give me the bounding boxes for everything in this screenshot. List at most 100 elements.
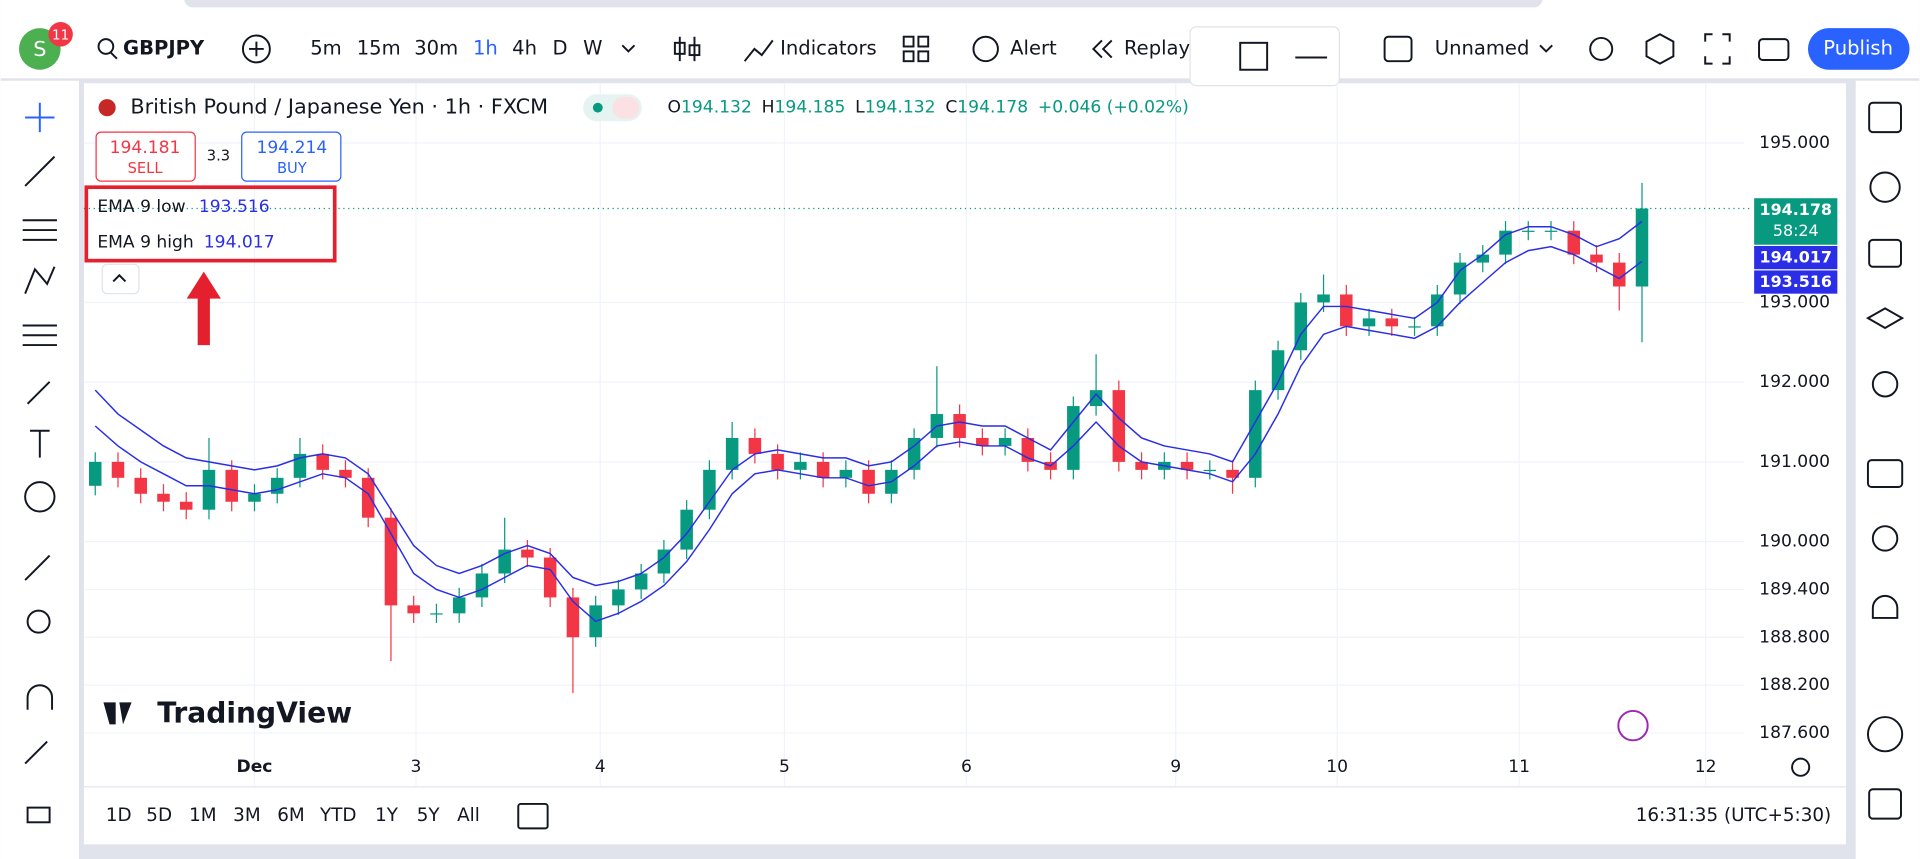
x-tick-label: 12 xyxy=(1695,757,1717,777)
axis-settings[interactable] xyxy=(1791,757,1811,777)
range-button[interactable]: 1M xyxy=(189,805,216,826)
flag-icon xyxy=(98,99,116,117)
x-tick-label: 3 xyxy=(411,757,422,777)
ideas-icon[interactable] xyxy=(1871,371,1899,398)
range-button[interactable]: 5Y xyxy=(417,805,441,826)
symbol[interactable]: GBPJPY xyxy=(123,36,205,59)
replay-icon xyxy=(1091,39,1113,59)
interval-button[interactable]: W xyxy=(583,36,602,59)
text-tool[interactable] xyxy=(30,429,50,458)
publish-button[interactable] xyxy=(1807,28,1910,70)
replay-button[interactable]: Replay xyxy=(1124,36,1190,59)
y-tick-label: 195.000 xyxy=(1759,133,1830,153)
candle-body xyxy=(1249,390,1262,478)
watchlist-icon[interactable] xyxy=(1868,101,1902,134)
y-tick-label: 190.000 xyxy=(1759,532,1830,552)
lightning-button[interactable] xyxy=(1617,709,1649,742)
calendar-icon[interactable] xyxy=(1868,788,1902,820)
candle-body xyxy=(1112,390,1126,462)
range-button[interactable]: 1Y xyxy=(375,805,399,826)
candle-body xyxy=(703,469,716,510)
interval-button[interactable]: D xyxy=(553,36,568,59)
range-button[interactable]: 5D xyxy=(146,805,172,826)
ohlc-label: L xyxy=(855,98,865,118)
layout-dropdown[interactable] xyxy=(1539,44,1553,53)
brush-tool[interactable] xyxy=(26,381,51,405)
interval-button[interactable]: 1h xyxy=(473,36,498,59)
candle-body xyxy=(953,414,966,438)
streams-icon[interactable] xyxy=(1871,525,1899,552)
zoom-tool[interactable] xyxy=(26,609,51,634)
candle-body xyxy=(452,597,466,614)
candle-body xyxy=(816,461,830,478)
magnet-tool[interactable] xyxy=(26,684,54,710)
lock-tool[interactable] xyxy=(26,806,51,824)
buy-button[interactable] xyxy=(241,131,342,182)
chart-type-icon[interactable] xyxy=(678,36,696,62)
interval-button[interactable]: 5m xyxy=(310,36,342,59)
logo: TradingView xyxy=(157,697,352,730)
sell-button[interactable] xyxy=(95,131,196,182)
change: +0.046 (+0.02%) xyxy=(1038,98,1189,118)
stay-drawing-tool[interactable] xyxy=(24,740,48,765)
data-window-icon[interactable] xyxy=(1868,238,1902,268)
candle-body xyxy=(657,549,671,574)
collapse-button[interactable] xyxy=(101,263,140,295)
alert-button[interactable]: Alert xyxy=(1010,36,1057,59)
range-button[interactable]: 1D xyxy=(106,805,132,826)
candle-body xyxy=(1635,208,1649,287)
cursor-tool[interactable] xyxy=(25,102,55,133)
interval-dropdown[interactable] xyxy=(621,44,636,53)
top-toolbar xyxy=(0,0,1920,79)
trendline-tool[interactable] xyxy=(24,155,56,187)
indicators-button[interactable]: Indicators xyxy=(780,36,877,59)
goto-date[interactable] xyxy=(517,802,549,830)
ruler-tool[interactable] xyxy=(24,554,51,581)
notifications-icon[interactable] xyxy=(1871,594,1899,619)
badge xyxy=(48,22,73,47)
icon-tool[interactable] xyxy=(24,481,56,513)
chat-icon[interactable] xyxy=(1866,459,1904,488)
interval-button[interactable]: 4h xyxy=(512,36,537,59)
candle-body xyxy=(680,509,693,550)
buy-label: BUY xyxy=(277,160,307,177)
sell-price: 194.181 xyxy=(110,138,181,158)
compare-button[interactable] xyxy=(241,34,271,64)
chart-type-icon xyxy=(688,44,701,57)
object-tree-icon[interactable] xyxy=(1865,307,1905,330)
candle-body xyxy=(1226,469,1239,478)
range-button[interactable]: All xyxy=(457,805,480,826)
collapse-icon xyxy=(112,273,127,283)
settings-icon[interactable] xyxy=(1645,33,1675,65)
x-tick-label: 5 xyxy=(779,757,790,777)
pattern-tool[interactable] xyxy=(24,266,56,295)
alerts-icon[interactable] xyxy=(1869,171,1901,203)
candle-body xyxy=(293,453,307,478)
hotlist-icon[interactable] xyxy=(1866,716,1904,753)
candle-body xyxy=(839,469,853,478)
interval-button[interactable]: 30m xyxy=(414,36,458,59)
candle-body xyxy=(1408,326,1421,328)
candle-body xyxy=(157,493,170,502)
indicators-icon xyxy=(743,39,774,62)
range-button[interactable]: 6M xyxy=(277,805,304,826)
snapshot-icon[interactable] xyxy=(1758,38,1790,61)
quick-search[interactable] xyxy=(1589,36,1614,61)
fullscreen-icon[interactable] xyxy=(1704,33,1731,65)
templates-icon[interactable] xyxy=(902,35,915,48)
candle-body xyxy=(612,589,625,606)
templates-icon xyxy=(902,50,915,63)
rectangle-tool[interactable] xyxy=(1239,41,1269,71)
range-button[interactable]: YTD xyxy=(319,805,357,826)
legend-entry: EMA 9 high xyxy=(97,232,193,252)
interval-button[interactable]: 15m xyxy=(357,36,401,59)
candle-body xyxy=(270,477,284,494)
fib-tool[interactable] xyxy=(22,219,57,241)
avatar-letter: S xyxy=(33,37,46,61)
candle-body xyxy=(134,477,147,494)
clock: 16:31:35 (UTC+5:30) xyxy=(1636,805,1831,826)
candle-body xyxy=(1340,294,1353,327)
forecast-tool[interactable] xyxy=(22,324,57,347)
layout-name[interactable]: Unnamed xyxy=(1435,36,1530,59)
range-button[interactable]: 3M xyxy=(233,805,261,826)
